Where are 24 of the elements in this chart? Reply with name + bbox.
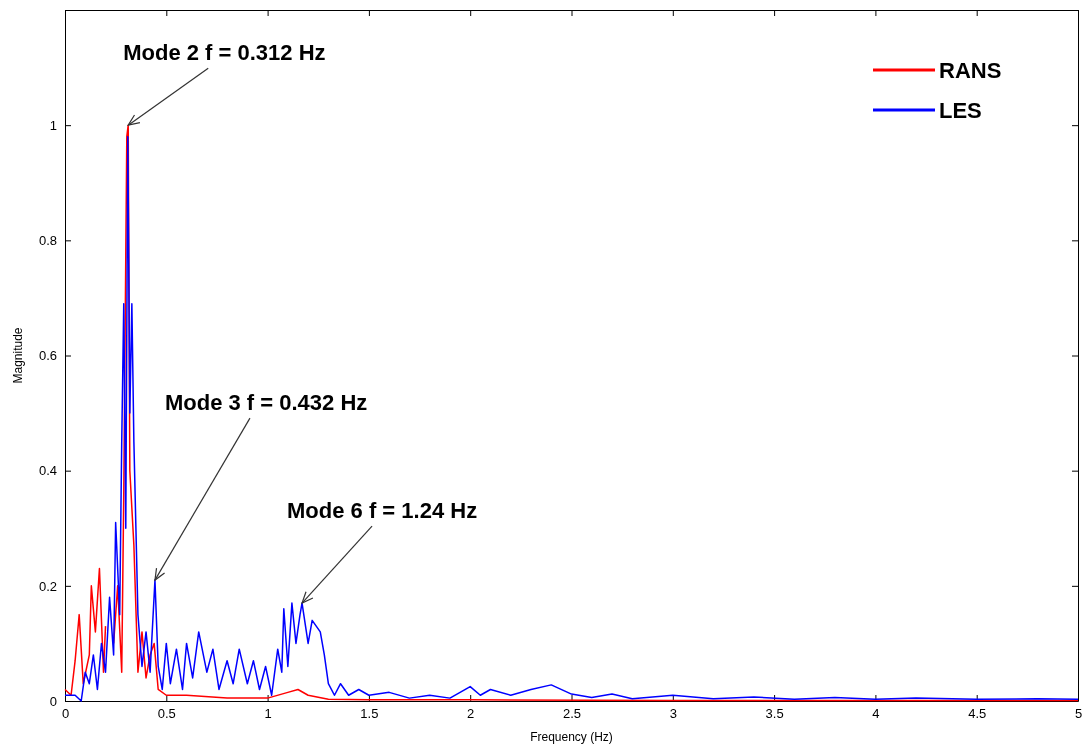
x-tick-label: 3: [669, 706, 677, 722]
y-tick-label: 0.2: [38, 578, 57, 594]
annotation: Mode 6 f = 1.24 Hz: [287, 498, 478, 524]
x-tick-label: 2.5: [562, 706, 582, 722]
y-tick-label: 0.8: [38, 232, 57, 248]
x-tick-label: 5: [1074, 706, 1083, 722]
y-tick-label: 0.6: [38, 348, 57, 364]
legend-label: RANS: [939, 58, 1002, 83]
x-tick-label: 1.5: [360, 706, 379, 722]
x-axis-title: Frequency (Hz): [530, 730, 613, 744]
x-tick-label: 0.5: [157, 706, 176, 722]
y-tick-label: 0: [49, 693, 57, 709]
x-tick-label: 3.5: [765, 706, 784, 722]
x-tick-label: 4: [872, 706, 880, 722]
y-tick-label: 1: [49, 117, 57, 133]
annotation: Mode 2 f = 0.312 Hz: [123, 40, 326, 66]
y-axis-title: Magnitude: [11, 327, 25, 384]
x-tick-label: 1: [264, 706, 272, 722]
x-tick-label: 0: [61, 706, 70, 722]
x-tick-label: 4.5: [968, 706, 987, 722]
legend-label: LES: [939, 98, 982, 123]
y-tick-label: 0.4: [38, 463, 57, 479]
annotation: Mode 3 f = 0.432 Hz: [164, 390, 368, 416]
x-tick-label: 2: [467, 706, 475, 722]
